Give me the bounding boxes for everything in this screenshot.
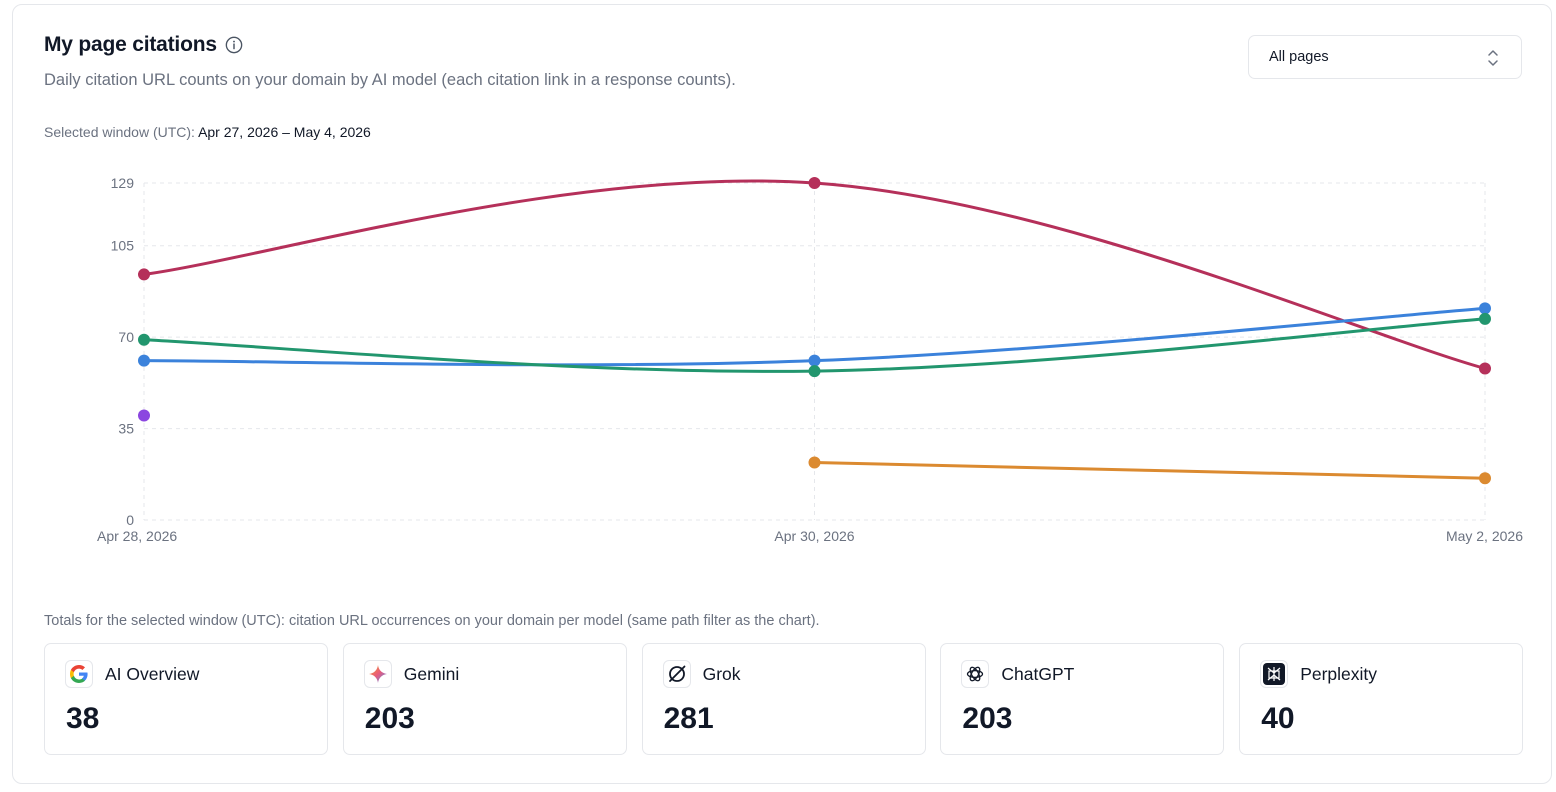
data-point[interactable] (138, 268, 150, 281)
info-icon[interactable] (225, 36, 243, 54)
data-point[interactable] (1479, 302, 1491, 315)
x-tick-label: Apr 30, 2026 (774, 528, 854, 544)
model-name: Gemini (403, 663, 460, 684)
selected-window-label: Selected window (UTC): (44, 124, 195, 140)
model-name: AI Overview (105, 663, 200, 684)
chatgpt-icon (961, 660, 990, 688)
model-total: 203 (364, 702, 415, 735)
citations-line-chart: 0 35 70 105 129 Apr 28, 2026 Apr 30, 2026 May 2… (97, 175, 1523, 544)
title-row: My page citations (44, 33, 243, 57)
x-tick-label: May 2, 2026 (1446, 528, 1523, 544)
page-filter-value: All pages (1269, 49, 1329, 65)
chevron-up-down-icon (1488, 50, 1498, 66)
model-head: Grok (662, 660, 741, 688)
model-card-ai-overview: AI Overview 38 (44, 643, 328, 755)
series-line-4 (814, 461, 1486, 480)
model-total: 203 (962, 702, 1013, 735)
model-total: 281 (663, 702, 714, 735)
data-point[interactable] (808, 177, 821, 189)
model-name: Grok (702, 663, 741, 684)
model-card-perplexity: Perplexity 40 (1239, 643, 1524, 755)
totals-note: Totals for the selected window (UTC): ci… (44, 613, 820, 629)
data-point[interactable] (138, 354, 150, 367)
model-head: AI Overview (65, 660, 199, 688)
page-subtitle: Daily citation URL counts on your domain… (44, 71, 736, 89)
model-name: ChatGPT (1001, 663, 1075, 684)
model-card-grok: Grok 281 (641, 643, 926, 755)
data-point[interactable] (1479, 312, 1491, 325)
model-card-chatgpt: ChatGPT 203 (940, 643, 1225, 755)
gemini-icon (363, 660, 392, 688)
page-filter-select[interactable]: All pages (1248, 35, 1522, 79)
grok-icon (662, 660, 691, 688)
y-tick-label: 35 (118, 421, 134, 437)
data-point[interactable] (1479, 362, 1491, 375)
model-head: ChatGPT (961, 660, 1074, 688)
y-tick-label: 105 (111, 238, 135, 254)
model-total: 40 (1261, 702, 1295, 735)
y-tick-label: 70 (118, 329, 134, 345)
data-point[interactable] (808, 365, 821, 378)
model-head: Gemini (363, 660, 460, 688)
x-tick-label: Apr 28, 2026 (97, 528, 177, 544)
data-point[interactable] (138, 333, 150, 346)
data-point[interactable] (808, 354, 821, 367)
perplexity-icon (1260, 660, 1289, 688)
selected-window-value: Apr 27, 2026 – May 4, 2026 (198, 124, 371, 140)
data-point[interactable] (138, 409, 150, 422)
citations-card: My page citations Daily citation URL cou… (12, 4, 1552, 784)
y-tick-label: 129 (111, 175, 135, 191)
selected-window: Selected window (UTC): Apr 27, 2026 – Ma… (44, 124, 371, 140)
model-total: 38 (66, 702, 100, 735)
google-icon (65, 660, 93, 688)
model-card-gemini: Gemini 203 (342, 643, 627, 755)
model-name: Perplexity (1300, 663, 1378, 684)
data-point[interactable] (1479, 472, 1491, 485)
model-head: Perplexity (1260, 660, 1377, 688)
data-point[interactable] (808, 456, 821, 469)
page-title: My page citations (44, 33, 217, 56)
y-tick-label: 0 (126, 512, 134, 528)
